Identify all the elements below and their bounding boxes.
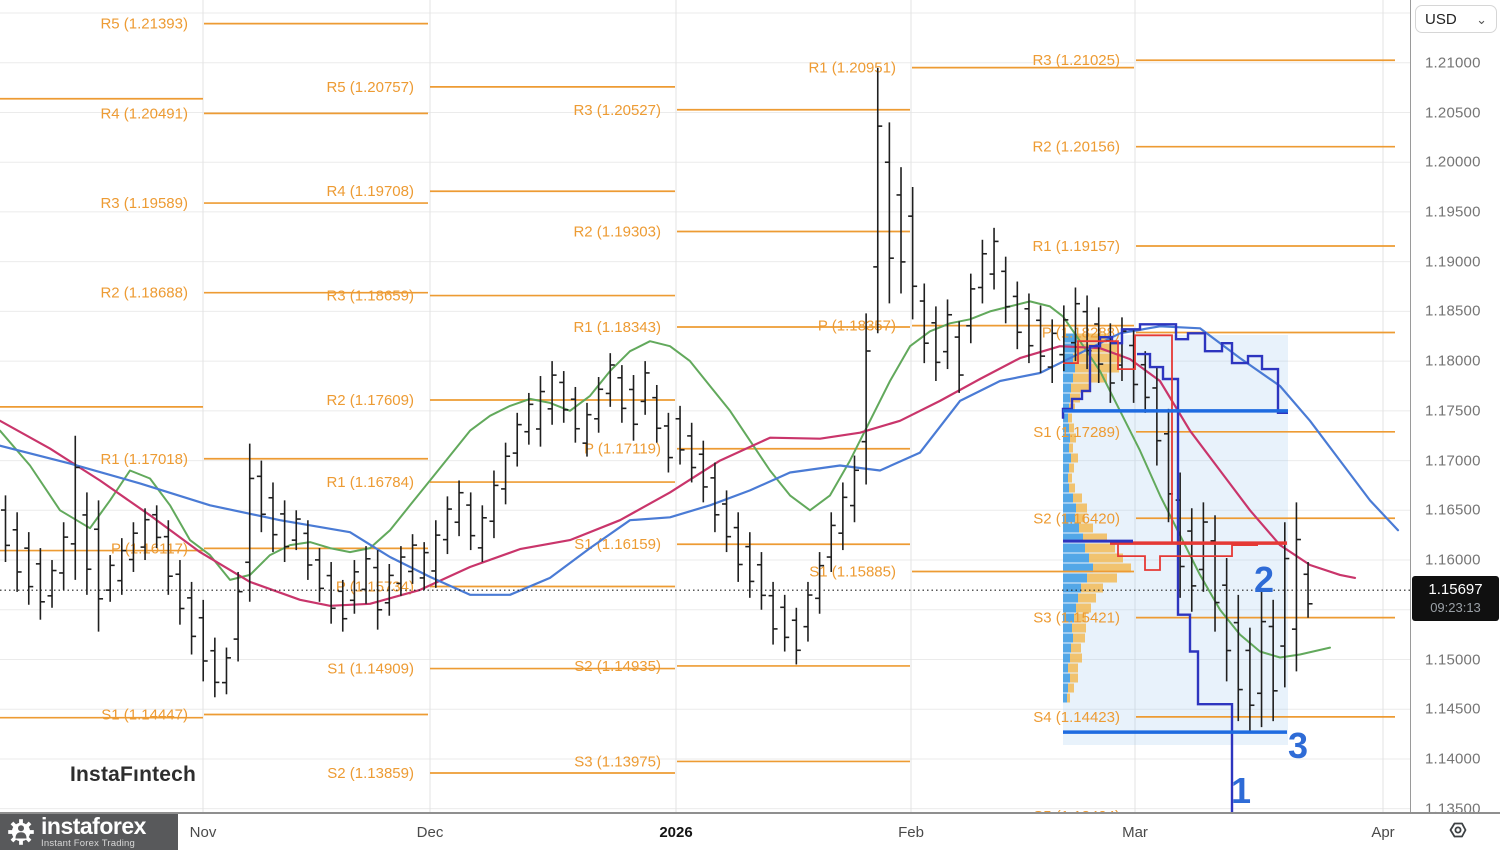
price-axis-label: 1.17000 [1425,452,1481,470]
pivot-label: R2 (1.19303) [573,224,661,241]
time-axis-label-dec: Dec [416,824,444,841]
navy-step-down [1137,352,1234,812]
pivot-label: S3 (1.13975) [574,753,661,770]
pivot-label: S3 (1.15421) [1033,610,1120,627]
pivot-label: S1 (1.14909) [327,661,414,678]
pivot-label: R3 (1.20527) [573,102,661,119]
pivot-label: R5 (1.21393) [100,16,188,33]
price-axis-label: 1.15000 [1425,651,1481,668]
pivot-label: S1 (1.17289) [1033,424,1120,441]
pivot-label: R1 (1.19157) [1032,238,1120,255]
price-badge-value: 1.15697 [1428,581,1483,598]
price-axis[interactable]: USD ⌄ 1.21000 1.20500 1.20000 1.19500 1.1900… [1410,0,1500,817]
navy-step-upper [1061,323,1288,419]
pivot-label: R2 (1.20156) [1032,139,1120,156]
ohlc-bars [1,67,1313,732]
red-step-upper [1063,334,1173,544]
pivot-label: R3 (1.18659) [326,288,414,305]
price-axis-label: 1.20500 [1425,104,1481,121]
current-price-badge: 1.15697 09:23:13 [1412,576,1499,621]
price-axis-label: 1.14500 [1425,700,1481,718]
pivot-label: S4 (1.14423) [1033,709,1120,726]
pivot-label: S2 (1.16420) [1033,510,1120,527]
price-axis-label: 1.20000 [1425,153,1481,171]
pivot-label: R4 (1.20491) [100,105,188,122]
pivot-label: R4 (1.19708) [326,183,414,200]
pivot-label: P (1.17119) [584,441,661,458]
pivot-lines-mar: R3 (1.21025)R2 (1.20156)R1 (1.19157)P (1… [1032,52,1395,812]
wave-annotation-2: 2 [1254,559,1274,600]
pivot-label: R5 (1.20757) [326,79,414,96]
price-axis-label: 1.21000 [1425,54,1481,72]
time-axis[interactable]: instaforex Instant Forex Trading Nov Dec 2… [0,812,1500,850]
pivot-label: R2 (1.18688) [100,285,188,302]
price-axis-label: 1.14000 [1425,750,1481,768]
pivot-lines-jan: R3 (1.20527) R2 (1.19303) R1 (1.18343) P (1… [573,102,910,770]
pivot-label: R3 (1.19589) [100,195,188,212]
red-step-lower [1117,543,1258,571]
pivot-lines-nov: R5 (1.21393) R4 (1.20491) R3 (1.19589) R2 (… [100,16,428,723]
settings-icon[interactable] [1446,819,1470,843]
price-badge-time: 09:23:13 [1430,599,1481,615]
pivot-label: R1 (1.18343) [573,319,661,336]
pivot-label: R2 (1.17609) [326,392,414,409]
currency-label: USD [1425,10,1457,28]
pivot-label: S2 (1.14935) [574,658,661,675]
wave-annotation-1: 1 [1231,770,1251,811]
pivot-label: P (1.18357) [818,318,896,335]
currency-dropdown[interactable]: USD ⌄ [1415,5,1497,33]
pivot-lines-feb: R1 (1.20951)P (1.18357)S1 (1.15885) [808,60,1134,580]
price-axis-label: 1.18000 [1425,352,1481,370]
chart-svg[interactable]: R5 (1.21393) R4 (1.20491) R3 (1.19589) R2 (… [0,0,1410,812]
pivot-label: R1 (1.16784) [326,474,414,491]
time-axis-label-feb: Feb [898,824,924,841]
brand-logo: instaforex Instant Forex Trading [0,814,178,850]
pivot-label: R1 (1.17018) [100,451,188,468]
watermark: InstaFıntech [70,763,197,786]
price-axis-label: 1.19500 [1425,203,1481,221]
slow-ma [0,325,1400,596]
price-axis-label: 1.17500 [1425,402,1481,420]
logo-text: instaforex [41,813,146,840]
mid-ma [0,345,1357,607]
time-axis-label-apr: Apr [1371,824,1395,841]
instaforex-logo-icon [8,819,34,845]
time-axis-label-nov: Nov [189,824,217,841]
pivot-lines-dec: R5 (1.20757) R4 (1.19708) R3 (1.18659) R2 (… [326,79,675,782]
pivot-label: R3 (1.21025) [1032,52,1120,69]
price-axis-label: 1.19000 [1425,253,1481,271]
chevron-down-icon: ⌄ [1476,11,1487,27]
pivot-label: R1 (1.20951) [808,60,896,77]
price-axis-label: 1.18500 [1425,302,1481,320]
pivot-levels: R5 (1.21393) R4 (1.20491) R3 (1.19589) R2 (… [0,16,1395,812]
pivot-label: P (1.15734) [336,578,414,595]
pivot-label: S1 (1.14447) [101,706,188,723]
time-axis-label-mar: Mar [1122,824,1148,841]
fast-ma [0,300,1331,659]
price-chart-canvas[interactable]: R5 (1.21393) R4 (1.20491) R3 (1.19589) R2 (… [0,0,1410,812]
wave-annotation-3: 3 [1288,725,1308,766]
price-axis-label: 1.16500 [1425,501,1481,519]
pivot-label: S1 (1.16159) [574,536,661,553]
logo-tagline: Instant Forex Trading [41,838,135,850]
pivot-label: S5 (1.13424) [1033,808,1120,812]
price-axis-label: 1.16000 [1425,551,1481,569]
time-axis-label-2026: 2026 [659,824,693,841]
pivot-label: S2 (1.13859) [327,765,414,782]
